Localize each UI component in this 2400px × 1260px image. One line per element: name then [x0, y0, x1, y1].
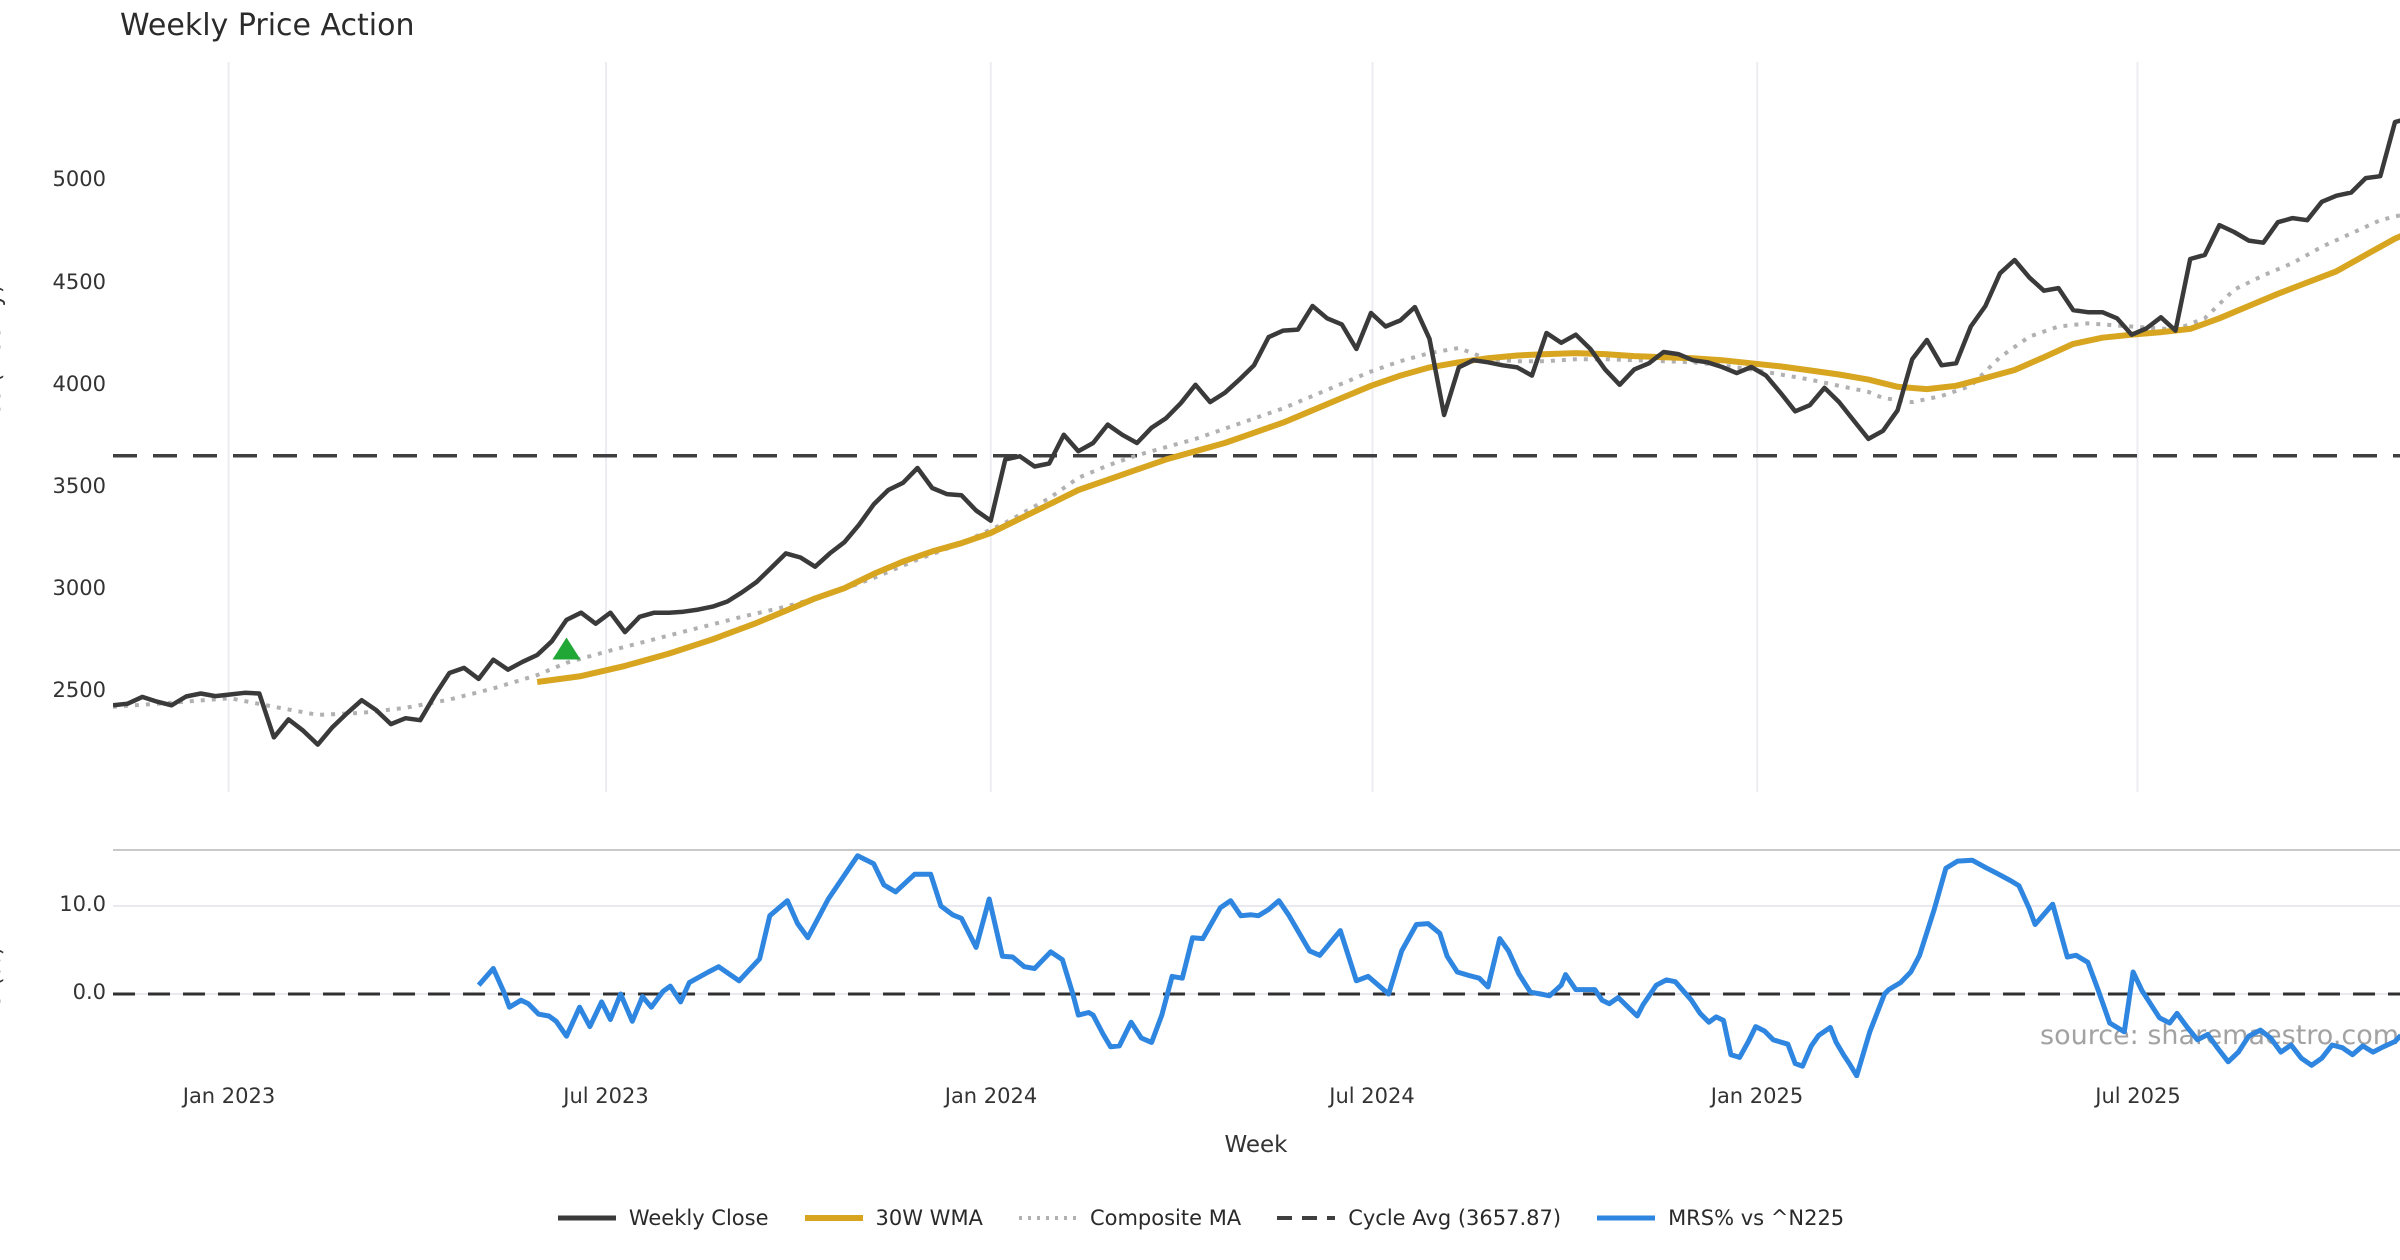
legend-line-sample — [804, 1215, 863, 1221]
legend-item: Weekly Close — [556, 1206, 769, 1230]
price-tick: 4000 — [52, 372, 106, 396]
mrs-line — [476, 853, 2400, 1078]
legend-label: Cycle Avg (3657.87) — [1348, 1206, 1562, 1230]
composite-ma-line — [113, 213, 2400, 717]
wma-line — [536, 233, 2400, 685]
legend-label: 30W WMA — [875, 1206, 983, 1230]
legend-line-sample — [1018, 1216, 1077, 1220]
price-tick: 5000 — [52, 167, 106, 191]
legend-label: Weekly Close — [628, 1206, 769, 1230]
mrs-tick: 0.0 — [72, 980, 106, 1004]
x-tick: Jul 2023 — [563, 1084, 649, 1108]
price-axis-label: Price (weekly) — [0, 284, 6, 446]
buy-signal-marker — [552, 637, 581, 660]
weekly-close-line — [113, 118, 2400, 747]
x-tick: Jul 2024 — [1329, 1084, 1415, 1108]
price-tick: 3000 — [52, 576, 106, 600]
x-tick: Jan 2025 — [1710, 1084, 1804, 1108]
legend-label: MRS% vs ^N225 — [1668, 1206, 1845, 1230]
legend-line-sample — [1597, 1215, 1656, 1221]
price-tick: 2500 — [52, 678, 106, 702]
legend-item: 30W WMA — [803, 1206, 983, 1230]
legend-label: Composite MA — [1089, 1206, 1242, 1230]
price-tick: 3500 — [52, 474, 106, 498]
x-tick: Jan 2024 — [944, 1084, 1038, 1108]
chart-title: Weekly Price Action — [120, 8, 415, 43]
legend-line-sample — [1277, 1216, 1336, 1220]
x-axis-label: Week — [1224, 1132, 1288, 1158]
mrs-tick: 10.0 — [59, 892, 106, 916]
legend-item: Composite MA — [1017, 1206, 1241, 1230]
legend-line-sample — [557, 1215, 616, 1221]
x-tick: Jul 2025 — [2095, 1084, 2181, 1108]
price-tick: 4500 — [52, 270, 106, 294]
legend-item: Cycle Avg (3657.87) — [1275, 1206, 1561, 1230]
legend: Weekly Close 30W WMA Composite MA Cycle … — [0, 1206, 2400, 1230]
x-tick: Jan 2023 — [182, 1084, 276, 1108]
legend-item: MRS% vs ^N225 — [1595, 1206, 1844, 1230]
